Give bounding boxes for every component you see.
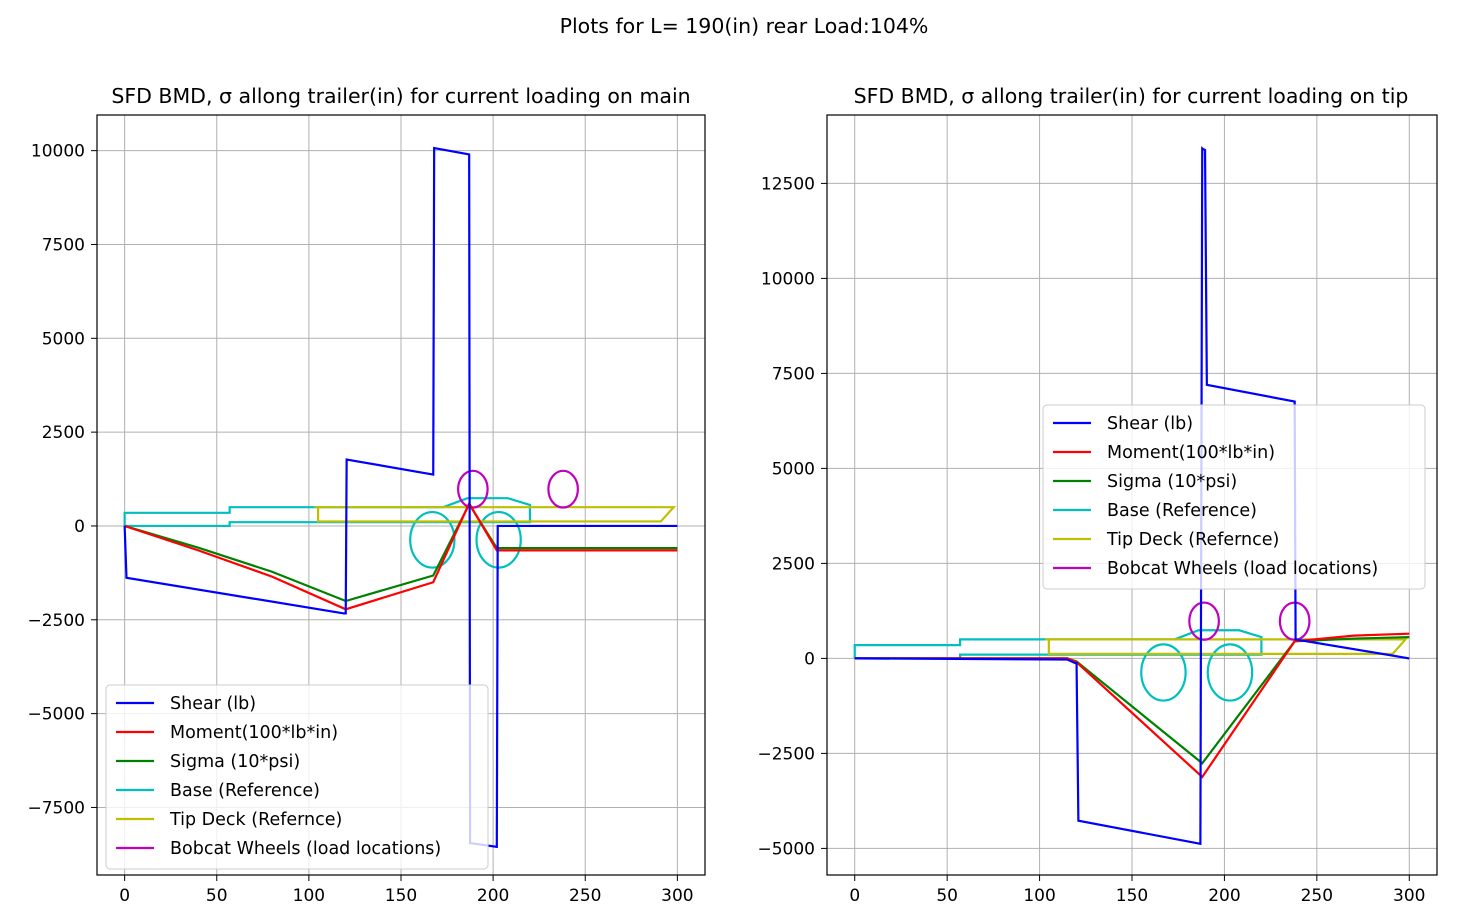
- legend: Shear (lb) Moment(100*lb*in) Sigma (10*psi…: [105, 684, 489, 870]
- series-base_wheels-ellipse: [1140, 643, 1187, 702]
- y-tick-label: 0: [74, 517, 85, 537]
- chart-tip: SFD BMD, σ allong trailer(in) for curren…: [757, 84, 1438, 906]
- series-wheels-ellipse: [457, 469, 489, 509]
- chart-title-tip: SFD BMD, σ allong trailer(in) for curren…: [854, 84, 1409, 108]
- series-moment-line: [854, 632, 1410, 779]
- chart-title-main: SFD BMD, σ allong trailer(in) for curren…: [111, 84, 690, 108]
- legend-label-sigma: Sigma (10*psi): [170, 752, 300, 772]
- y-tick-label: −7500: [27, 798, 85, 818]
- series-base_wheels-ellipse: [409, 510, 456, 569]
- series-shear-line: [123, 146, 678, 849]
- x-tick-label: 150: [1116, 886, 1148, 906]
- x-tick-label: 150: [385, 886, 417, 906]
- y-tick-label: 10000: [31, 142, 85, 162]
- chart-main: SFD BMD, σ allong trailer(in) for curren…: [27, 84, 706, 906]
- plot-area: [853, 146, 1410, 846]
- legend: Shear (lb) Moment(100*lb*in) Sigma (10*psi…: [1042, 404, 1426, 590]
- y-tick-label: 2500: [772, 554, 815, 574]
- y-tick-label: 5000: [772, 459, 815, 479]
- plot-area: [123, 146, 678, 849]
- legend-label-shear: Shear (lb): [1107, 414, 1193, 434]
- x-tick-label: 100: [293, 886, 325, 906]
- y-tick-label: −2500: [757, 744, 815, 764]
- y-tick-label: −2500: [27, 611, 85, 631]
- legend-label-tip: Tip Deck (Refernce): [1106, 530, 1279, 550]
- legend-label-shear: Shear (lb): [170, 694, 256, 714]
- x-tick-label: 200: [477, 886, 509, 906]
- x-tick-label: 0: [849, 886, 860, 906]
- y-tick-label: −5000: [27, 705, 85, 725]
- legend-label-wheels: Bobcat Wheels (load locations): [170, 839, 441, 859]
- series-wheels-ellipse: [1188, 601, 1220, 641]
- x-tick-label: 300: [1393, 886, 1425, 906]
- legend-label-base: Base (Reference): [1107, 501, 1257, 521]
- x-tick-label: 100: [1023, 886, 1055, 906]
- legend-label-wheels: Bobcat Wheels (load locations): [1107, 559, 1378, 579]
- x-tick-label: 200: [1208, 886, 1240, 906]
- figure-suptitle: Plots for L= 190(in) rear Load:104%: [560, 14, 929, 38]
- legend-box: [1042, 404, 1426, 590]
- y-tick-label: 7500: [772, 364, 815, 384]
- y-tick-label: 10000: [761, 269, 815, 289]
- legend-label-base: Base (Reference): [170, 781, 320, 801]
- legend-box: [105, 684, 489, 870]
- series-tip-line: [314, 506, 677, 523]
- x-tick-label: 250: [569, 886, 601, 906]
- series-wheels-ellipse: [547, 469, 579, 509]
- legend-label-sigma: Sigma (10*psi): [1107, 472, 1237, 492]
- y-tick-label: 2500: [42, 423, 85, 443]
- y-tick-label: 5000: [42, 329, 85, 349]
- y-tick-label: 12500: [761, 174, 815, 194]
- series-moment-line: [124, 501, 678, 611]
- series-shear-line: [854, 146, 1410, 846]
- legend-label-moment: Moment(100*lb*in): [170, 723, 338, 743]
- y-tick-label: 0: [804, 649, 815, 669]
- x-tick-label: 0: [119, 886, 130, 906]
- y-tick-label: 7500: [42, 235, 85, 255]
- legend-label-tip: Tip Deck (Refernce): [169, 810, 342, 830]
- legend-label-moment: Moment(100*lb*in): [1107, 443, 1275, 463]
- series-tip-line: [1045, 638, 1409, 655]
- series-base_wheels-ellipse: [1206, 643, 1254, 702]
- x-tick-label: 50: [936, 886, 958, 906]
- x-tick-label: 50: [206, 886, 228, 906]
- x-tick-label: 250: [1301, 886, 1333, 906]
- x-tick-label: 300: [661, 886, 693, 906]
- y-tick-label: −5000: [757, 839, 815, 859]
